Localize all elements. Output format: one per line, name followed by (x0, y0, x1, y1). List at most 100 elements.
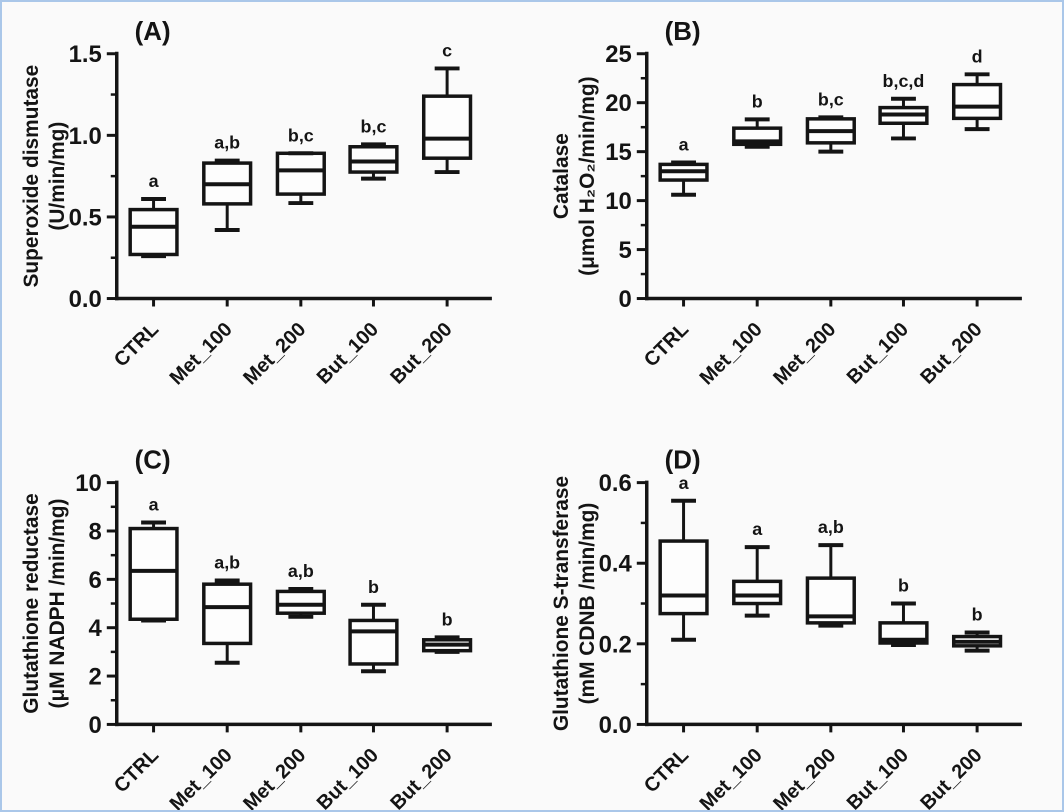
box-rect (128, 207, 179, 257)
box-CTRL (658, 160, 709, 197)
box-rect (348, 618, 399, 666)
box-rect (348, 145, 399, 174)
box-CTRL (128, 520, 179, 623)
box-Met_200 (805, 115, 856, 154)
x-category-label: But_200 (916, 744, 986, 810)
y-axis-title-line1: Glutathione reductase (20, 493, 43, 713)
y-tick-label: 0.0 (69, 286, 102, 313)
box-But_100 (348, 602, 399, 674)
box-CTRL (658, 498, 709, 642)
boxplot-svg-b: 0 5 10 15 20 25 CTRL Met_100 Met_200 But_100 But_2… (550, 18, 1022, 389)
box-Met_200 (805, 543, 856, 628)
boxplot-svg-c: 0 2 4 6 8 10 CTRL Met_100 Met_200 But_100 But_200 (… (20, 447, 492, 810)
x-category-label: But_100 (313, 744, 383, 810)
x-category-label: Met_100 (166, 318, 237, 389)
significance-letter: a,b (818, 517, 844, 537)
significance-letter: a,b (214, 553, 240, 573)
box-But_100 (878, 96, 929, 141)
box-Met_100 (202, 578, 253, 665)
x-category-label: But_100 (843, 744, 913, 810)
y-tick-label: 1.0 (69, 123, 102, 150)
box-rect (128, 526, 179, 621)
box-But_100 (348, 142, 399, 181)
y-tick-label: 0 (619, 286, 632, 313)
x-category-label: CTRL (110, 744, 163, 797)
panel-letter: (C) (135, 447, 171, 475)
significance-letter: a,b (214, 133, 240, 153)
box-Met_200 (275, 587, 326, 619)
y-tick-label: 0 (89, 712, 102, 739)
box-CTRL (128, 196, 179, 259)
y-axis-title-line1: Catalase (550, 133, 573, 219)
x-category-label: But_100 (843, 318, 913, 388)
box-But_200 (421, 66, 473, 175)
x-category-label: Met_100 (696, 318, 767, 389)
box-But_100 (878, 601, 929, 648)
y-axis-title-line2: (μM NADPH /min/mg) (46, 499, 69, 709)
box-Met_100 (732, 117, 783, 149)
significance-letter: b,c (818, 89, 844, 109)
x-category-label: But_100 (313, 318, 383, 388)
significance-letter: b (972, 605, 983, 625)
y-tick-label: 0.0 (599, 712, 632, 739)
y-tick-label: 25 (605, 41, 632, 68)
y-tick-label: 0.2 (599, 631, 632, 658)
y-tick-label: 20 (605, 90, 632, 117)
significance-letter: b (442, 609, 453, 629)
y-axis-title-line1: Superoxide dismutase (20, 65, 43, 288)
box-rect (421, 94, 473, 160)
y-tick-label: 5 (619, 237, 632, 264)
x-category-label: Met_200 (239, 744, 310, 810)
box-But_200 (421, 635, 473, 654)
x-category-label: Met_100 (166, 744, 237, 810)
box-Met_100 (732, 545, 783, 618)
significance-letter: a,b (288, 561, 314, 581)
y-tick-label: 1.5 (69, 41, 102, 68)
significance-letter: b (898, 576, 909, 596)
box-rect (951, 82, 1003, 121)
y-tick-label: 15 (605, 139, 632, 166)
y-tick-label: 2 (89, 664, 102, 691)
y-tick-label: 0.4 (599, 551, 633, 578)
significance-letter: a (679, 473, 690, 493)
panel-a: 0.0 0.5 1.0 1.5 CTRL Met_100 Met_200 But_100 But… (2, 2, 532, 406)
box-rect (202, 582, 253, 646)
significance-letter: b (752, 91, 763, 111)
x-category-label: CTRL (640, 744, 693, 797)
box-rect (275, 589, 326, 615)
significance-letter: d (972, 46, 983, 66)
y-tick-label: 8 (89, 518, 102, 545)
x-category-label: CTRL (640, 318, 693, 371)
significance-letter: a (679, 134, 690, 154)
panel-d: 0.0 0.2 0.4 0.6 CTRL Met_100 Met_200 But_100 But… (532, 406, 1062, 810)
y-tick-label: 10 (605, 188, 632, 215)
box-But_200 (951, 72, 1003, 132)
y-axis-title-line1: Glutathione S-transferase (550, 476, 573, 731)
significance-letter: c (442, 40, 452, 60)
boxplot-svg-d: 0.0 0.2 0.4 0.6 CTRL Met_100 Met_200 But_100 But… (550, 447, 1022, 810)
y-axis-title-line2: (μmol H₂O₂/min/mg) (576, 76, 599, 275)
panel-letter: (D) (665, 447, 701, 475)
y-tick-label: 4 (89, 615, 103, 642)
significance-letter: a (149, 171, 160, 191)
panel-c: 0 2 4 6 8 10 CTRL Met_100 Met_200 But_100 But_200 (… (2, 406, 532, 810)
box-Met_100 (202, 158, 253, 232)
x-category-label: But_200 (386, 318, 456, 388)
significance-letter: b,c,d (883, 71, 925, 91)
y-tick-label: 0.6 (599, 470, 632, 497)
significance-letter: a (752, 519, 763, 539)
significance-letter: b,c (361, 116, 387, 136)
significance-letter: b,c (288, 125, 314, 145)
x-category-label: CTRL (110, 318, 163, 371)
boxplot-svg-a: 0.0 0.5 1.0 1.5 CTRL Met_100 Met_200 But_100 But… (20, 18, 492, 389)
panel-b: 0 5 10 15 20 25 CTRL Met_100 Met_200 But_100 But_2… (532, 2, 1062, 406)
panel-letter: (A) (135, 18, 171, 46)
x-category-label: But_200 (386, 744, 456, 810)
significance-letter: a (149, 495, 160, 515)
box-Met_200 (275, 151, 326, 206)
x-category-label: Met_200 (239, 318, 310, 389)
y-axis-title-line2: (mM CDNB /min/mg) (576, 503, 599, 705)
box-rect (658, 539, 709, 616)
y-axis-title-line2: (U/min/mg) (46, 122, 69, 231)
